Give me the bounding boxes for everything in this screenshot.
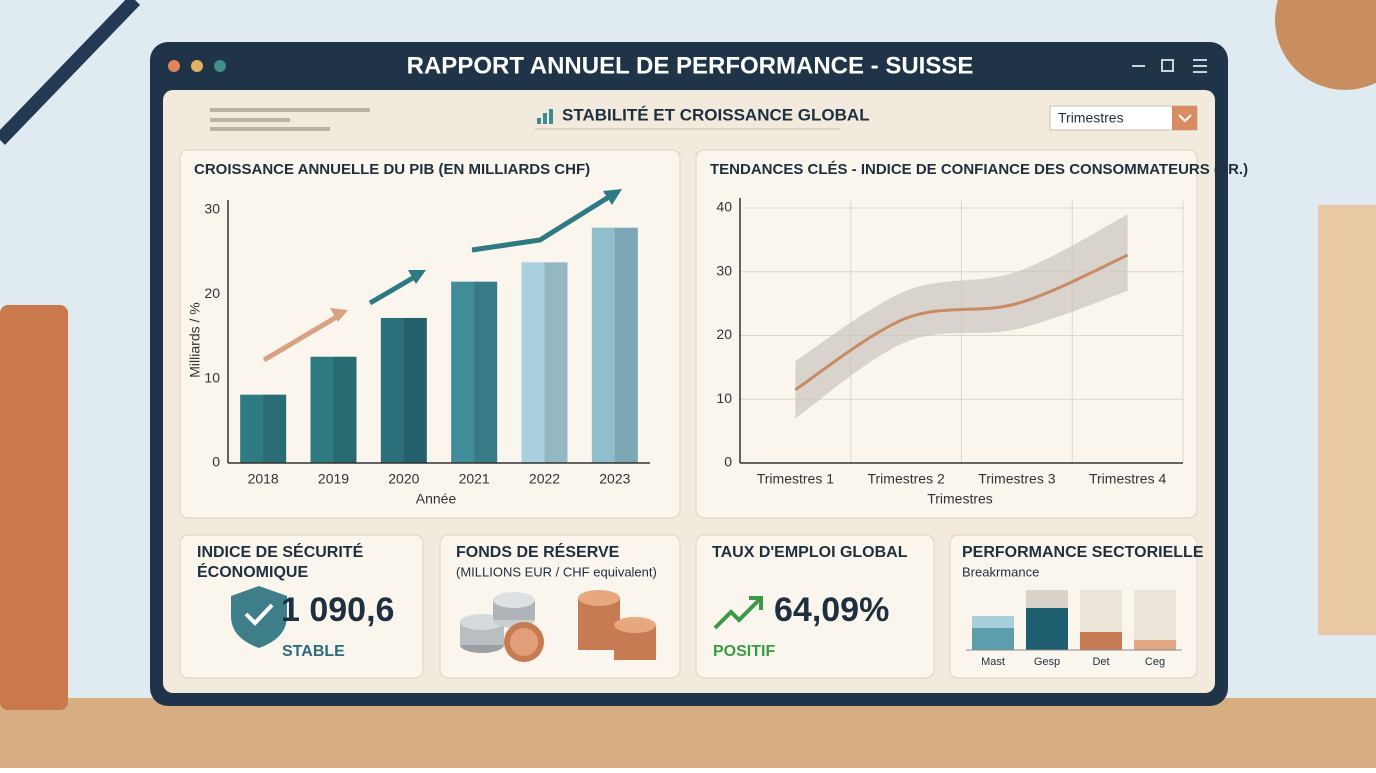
- x-tick-label: Trimestres 2: [867, 471, 944, 487]
- x-axis-label: Année: [416, 491, 457, 507]
- bar: [380, 317, 427, 463]
- x-axis-label: Trimestres: [927, 491, 993, 507]
- notepad: [1318, 205, 1376, 635]
- bar: [310, 356, 357, 463]
- card-title: INDICE DE SÉCURITÉ ÉCONOMIQUE: [197, 542, 364, 581]
- x-tick-label: 2023: [599, 471, 630, 487]
- bar-shade: [474, 281, 498, 463]
- confidence-band: [795, 214, 1128, 419]
- card-subtitle: (MILLIONS EUR / CHF equivalent): [456, 564, 657, 579]
- line: [794, 253, 1129, 391]
- kpi-status: POSITIF: [713, 643, 775, 660]
- y-tick-label: 30: [204, 201, 220, 217]
- kpi-value: 1 090,6: [281, 591, 394, 629]
- bar: [591, 227, 638, 463]
- pen: [0, 0, 141, 145]
- bar: [240, 394, 287, 463]
- chart-title: CROISSANCE ANNUELLE DU PIB (EN MILLIARDS…: [194, 161, 590, 178]
- x-tick-label: Trimestres 1: [757, 471, 834, 487]
- y-tick-label: 0: [212, 454, 220, 470]
- dropdown-label[interactable]: Trimestres: [1058, 110, 1124, 126]
- x-tick-label: Trimestres 3: [978, 471, 1055, 487]
- x-tick-label: 2018: [248, 471, 279, 487]
- arrow-heads: [330, 189, 622, 322]
- window-title: RAPPORT ANNUEL DE PERFORMANCE - SUISSE: [407, 52, 974, 79]
- mini-bar-label: Ceg: [1145, 656, 1165, 668]
- kpi-value: 64,09%: [774, 591, 889, 629]
- y-tick-label: 20: [716, 326, 732, 342]
- trend-arrows: [262, 192, 614, 363]
- y-tick-label: 20: [204, 285, 220, 301]
- window-dot[interactable]: [168, 60, 180, 72]
- mini-bars: [966, 590, 1182, 651]
- card-subtitle: Breakrmance: [962, 564, 1039, 579]
- card-title: FONDS DE RÉSERVE: [456, 542, 620, 561]
- coins-icon: [460, 590, 656, 662]
- y-tick-label: 30: [716, 262, 732, 278]
- window-dot[interactable]: [214, 60, 226, 72]
- bar-shade: [263, 394, 287, 463]
- y-tick-label: 40: [716, 199, 732, 215]
- window-dot[interactable]: [191, 60, 203, 72]
- dropdown-button[interactable]: [1172, 106, 1197, 130]
- x-tick-label: 2022: [529, 471, 560, 487]
- x-tick-label: 2021: [459, 471, 490, 487]
- y-tick-label: 10: [204, 369, 220, 385]
- bar-shade: [403, 317, 427, 463]
- chart-title: TENDANCES CLÉS - INDICE DE CONFIANCE DES…: [710, 161, 1248, 178]
- x-tick-label: Trimestres 4: [1089, 471, 1166, 487]
- mini-bar-label: Det: [1092, 656, 1109, 668]
- window-controls[interactable]: [1132, 59, 1207, 73]
- toolbar-decor: [210, 108, 370, 131]
- bar-shade: [333, 356, 357, 463]
- subtitle: STABILITÉ ET CROISSANCE GLOBAL: [562, 105, 870, 124]
- x-tick-label: 2019: [318, 471, 349, 487]
- bar-shade: [544, 262, 568, 463]
- card-title: PERFORMANCE SECTORIELLE: [962, 544, 1204, 561]
- cup: [1275, 0, 1376, 90]
- bar-icon: [537, 109, 553, 124]
- bar: [521, 262, 568, 463]
- y-tick-label: 10: [716, 390, 732, 406]
- kpi-status: STABLE: [282, 643, 345, 660]
- y-axis-label: Milliards / %: [187, 302, 203, 377]
- trend-up-icon: [713, 596, 763, 630]
- x-tick-label: 2020: [388, 471, 419, 487]
- y-tick-label: 0: [724, 454, 732, 470]
- bar-shade: [614, 227, 638, 463]
- mini-bar-label: Gesp: [1034, 656, 1060, 668]
- card-title: TAUX D'EMPLOI GLOBAL: [712, 544, 908, 561]
- dropdown-arrow: [1178, 114, 1192, 123]
- desk: [0, 698, 1376, 768]
- mini-bar-label: Mast: [981, 656, 1005, 668]
- bar: [451, 281, 498, 463]
- notebook: [0, 305, 68, 710]
- check-icon: [244, 603, 274, 626]
